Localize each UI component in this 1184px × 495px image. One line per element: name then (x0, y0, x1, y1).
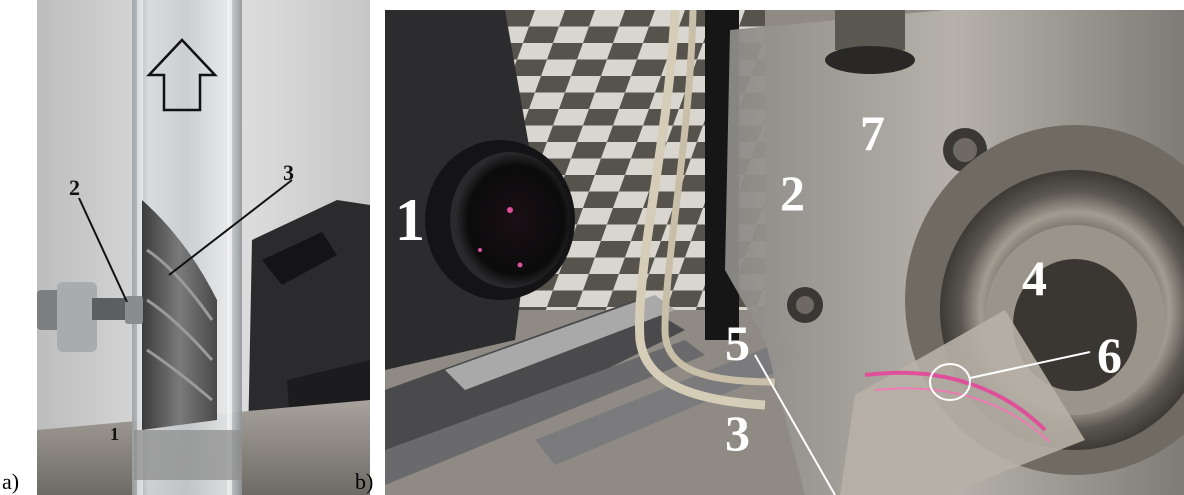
photo-b-laser-setup: 1 2 3 4 5 6 7 (385, 10, 1184, 495)
callout-a-2: 2 (69, 175, 80, 200)
callout-a-3: 3 (283, 160, 294, 185)
up-arrow-icon (146, 38, 218, 112)
callout-b-3: 3 (725, 405, 750, 461)
callout-b-4: 4 (1022, 250, 1047, 306)
callout-b-2: 2 (780, 165, 805, 221)
callout-b-6: 6 (1097, 327, 1122, 383)
photo-a-vertical-tube: 2 3 1 (37, 0, 370, 495)
callout-a-1: 1 (110, 424, 119, 444)
callout-b-5: 5 (725, 315, 750, 371)
panel-b-label: b) (355, 469, 374, 494)
panel-a-label: a) (2, 469, 20, 494)
callout-b-7: 7 (860, 105, 885, 161)
callout-b-1: 1 (395, 187, 425, 253)
